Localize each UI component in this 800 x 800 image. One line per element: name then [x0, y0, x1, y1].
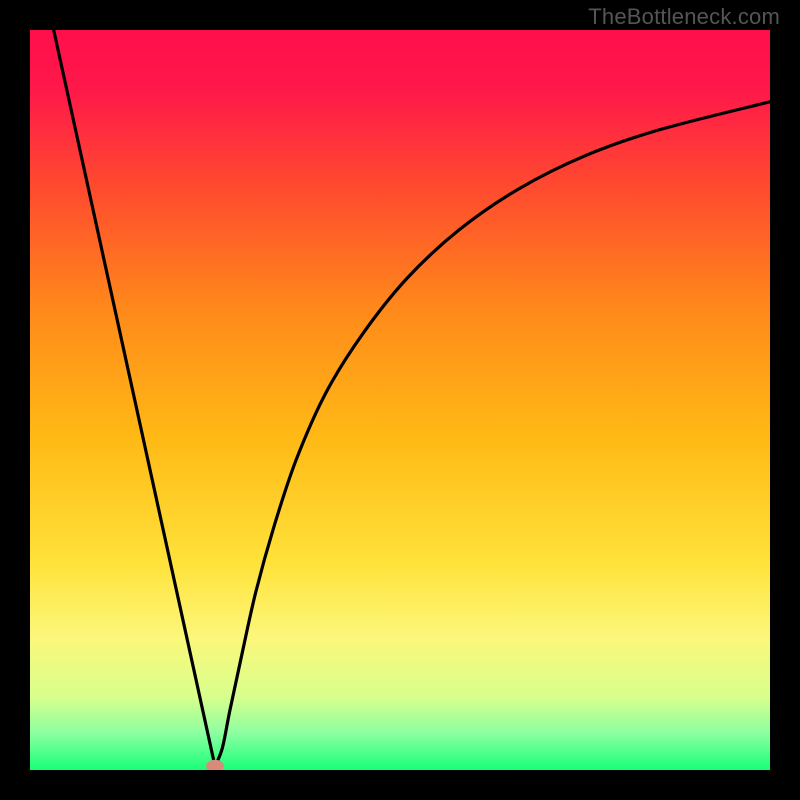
watermark-text: TheBottleneck.com [588, 4, 780, 30]
gradient-background [30, 30, 770, 770]
bottleneck-chart-svg [30, 30, 770, 770]
chart-frame: TheBottleneck.com [0, 0, 800, 800]
chart-area [30, 30, 770, 770]
